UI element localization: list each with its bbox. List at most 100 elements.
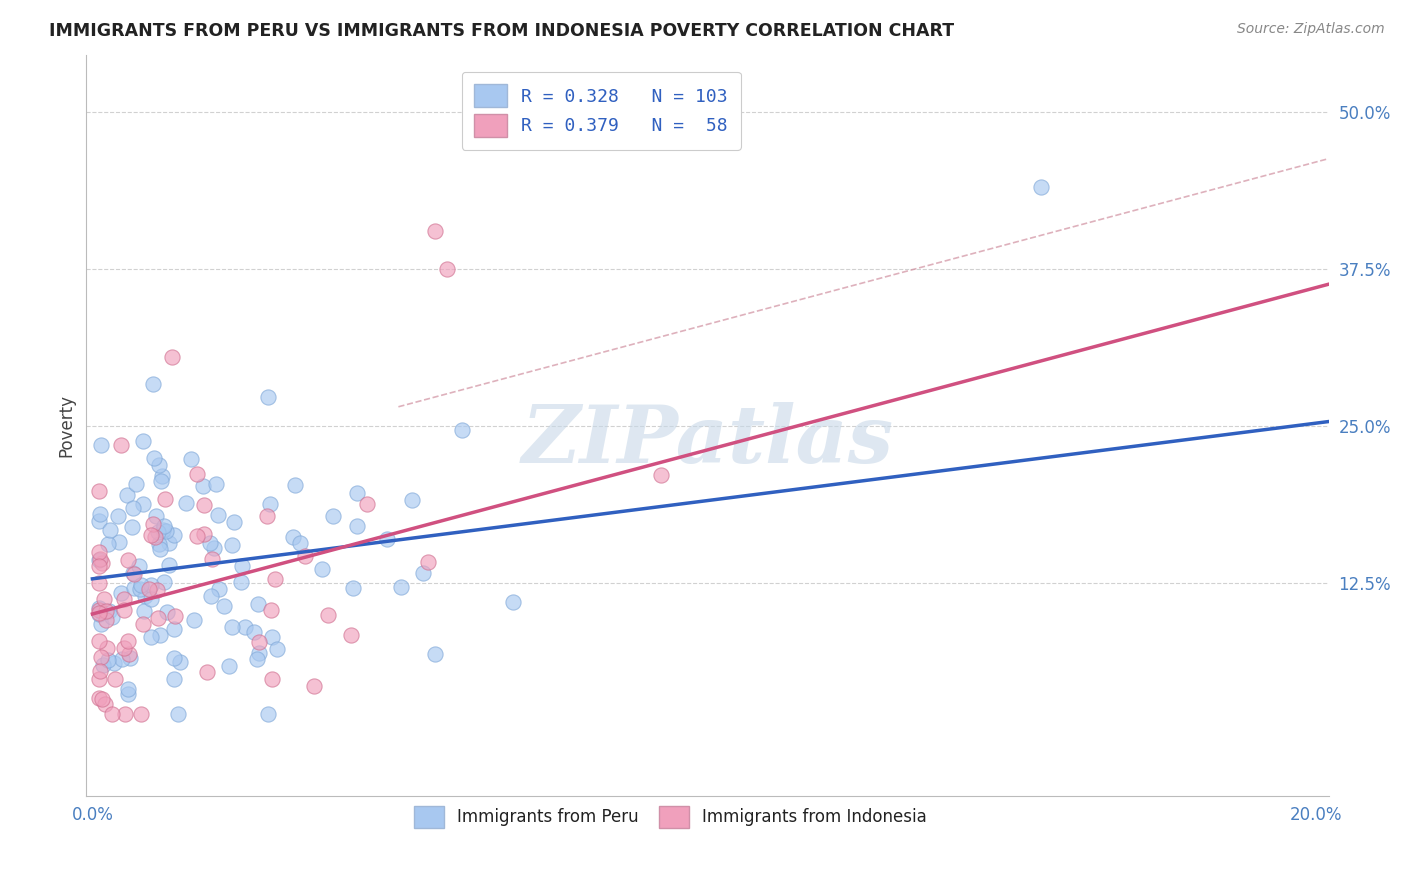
Point <box>193 527 215 541</box>
Point <box>256 508 278 523</box>
Point <box>87 483 110 498</box>
Point <box>186 467 208 481</box>
Point <box>150 469 173 483</box>
Point <box>87 606 110 620</box>
Point <box>122 566 145 581</box>
Point <box>316 607 339 622</box>
Point <box>294 549 316 564</box>
Point <box>152 523 174 537</box>
Point <box>260 603 283 617</box>
Point <box>118 647 141 661</box>
Point <box>166 707 188 722</box>
Point <box>141 528 163 542</box>
Point <box>96 604 118 618</box>
Point <box>129 578 152 592</box>
Point <box>375 532 398 546</box>
Text: ZIPatlas: ZIPatlas <box>522 401 894 479</box>
Point <box>157 536 180 550</box>
Point <box>132 604 155 618</box>
Point <box>91 556 114 570</box>
Point <box>132 616 155 631</box>
Point <box>233 620 256 634</box>
Point <box>146 611 169 625</box>
Point <box>87 553 110 567</box>
Point <box>129 707 152 722</box>
Point <box>205 477 228 491</box>
Point <box>195 665 218 679</box>
Point <box>87 544 110 558</box>
Point <box>207 508 229 522</box>
Point <box>180 452 202 467</box>
Point <box>412 566 434 581</box>
Point <box>129 582 152 596</box>
Point <box>87 634 110 648</box>
Point <box>231 559 253 574</box>
Point <box>423 224 446 238</box>
Point <box>148 458 170 472</box>
Point <box>101 609 124 624</box>
Point <box>89 603 111 617</box>
Point <box>155 524 177 538</box>
Point <box>401 492 423 507</box>
Point <box>90 649 112 664</box>
Point <box>208 582 231 596</box>
Point <box>87 576 110 591</box>
Point <box>96 640 118 655</box>
Point <box>436 261 458 276</box>
Point <box>152 518 174 533</box>
Point <box>108 535 131 549</box>
Point <box>260 672 283 686</box>
Point <box>148 537 170 551</box>
Point <box>193 479 215 493</box>
Point <box>149 474 172 488</box>
Point <box>132 497 155 511</box>
Point <box>143 530 166 544</box>
Point <box>231 575 253 590</box>
Point <box>107 508 129 523</box>
Point <box>346 519 368 533</box>
Point <box>121 520 143 534</box>
Point <box>104 672 127 686</box>
Point <box>222 515 245 529</box>
Point <box>201 551 224 566</box>
Point <box>1029 180 1052 194</box>
Point <box>163 609 186 624</box>
Y-axis label: Poverty: Poverty <box>58 394 75 457</box>
Point <box>389 580 412 594</box>
Point <box>290 536 312 550</box>
Point <box>149 541 172 556</box>
Point <box>87 601 110 615</box>
Point <box>98 523 121 537</box>
Point <box>138 582 160 596</box>
Point <box>117 682 139 697</box>
Point <box>87 607 110 621</box>
Point <box>157 558 180 572</box>
Point <box>146 582 169 597</box>
Point <box>97 653 120 667</box>
Point <box>110 586 132 600</box>
Point <box>100 707 122 722</box>
Point <box>97 536 120 550</box>
Point <box>264 572 287 586</box>
Point <box>94 698 117 712</box>
Point <box>450 423 472 437</box>
Point <box>322 509 344 524</box>
Point <box>218 658 240 673</box>
Point <box>202 541 225 556</box>
Point <box>156 605 179 619</box>
Point <box>259 497 281 511</box>
Point <box>356 497 378 511</box>
Point <box>221 538 243 552</box>
Point <box>124 477 146 491</box>
Point <box>149 628 172 642</box>
Point <box>117 552 139 566</box>
Point <box>257 390 280 404</box>
Point <box>163 651 186 665</box>
Point <box>89 507 111 521</box>
Point <box>302 679 325 693</box>
Point <box>502 595 524 609</box>
Point <box>87 515 110 529</box>
Point <box>193 498 215 512</box>
Point <box>128 559 150 574</box>
Point <box>141 591 163 606</box>
